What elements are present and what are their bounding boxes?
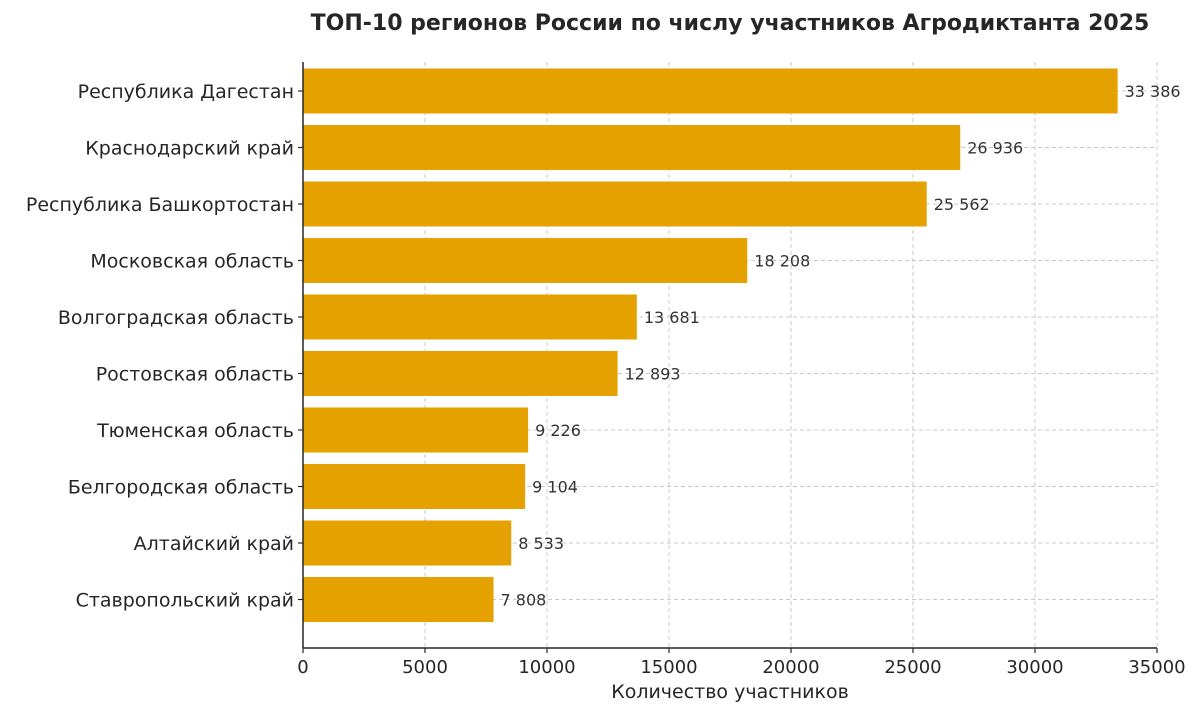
value-label: 9 104 xyxy=(532,478,578,497)
axes xyxy=(298,62,1158,653)
x-tick-label: 20000 xyxy=(762,657,819,678)
bar xyxy=(303,520,512,566)
bar xyxy=(303,181,927,227)
category-label: Республика Дагестан xyxy=(78,81,294,103)
category-label: Алтайский край xyxy=(134,533,294,555)
value-label: 25 562 xyxy=(934,195,990,214)
value-label: 18 208 xyxy=(754,252,810,271)
labels: 33 386 Республика Дагестан 26 936 Краснодар… xyxy=(26,81,1186,678)
value-label: 13 681 xyxy=(644,308,700,327)
bar xyxy=(303,464,526,509)
x-tick-label: 10000 xyxy=(518,657,575,678)
bars xyxy=(303,68,1118,622)
category-label: Республика Башкортостан xyxy=(26,194,294,216)
bar xyxy=(303,125,961,170)
category-label: Ставропольский край xyxy=(76,590,294,612)
category-label: Белгородская область xyxy=(68,477,294,499)
category-label: Московская область xyxy=(90,251,294,273)
value-label: 26 936 xyxy=(967,139,1023,158)
bar xyxy=(303,294,637,340)
value-label: 12 893 xyxy=(625,365,681,384)
category-label: Краснодарский край xyxy=(85,138,294,160)
category-label: Тюменская область xyxy=(96,420,294,442)
bar xyxy=(303,407,529,453)
category-label: Волгоградская область xyxy=(58,307,294,329)
x-tick-label: 5000 xyxy=(402,657,448,678)
x-tick-label: 30000 xyxy=(1006,657,1063,678)
bar xyxy=(303,68,1118,114)
value-label: 33 386 xyxy=(1125,82,1181,101)
value-label: 7 808 xyxy=(501,591,547,610)
bar xyxy=(303,238,748,283)
category-label: Ростовская область xyxy=(96,364,294,386)
value-label: 8 533 xyxy=(518,534,564,553)
x-tick-label: 25000 xyxy=(884,657,941,678)
x-tick-label: 35000 xyxy=(1128,657,1185,678)
x-tick-label: 15000 xyxy=(640,657,697,678)
x-tick-label: 0 xyxy=(297,657,308,678)
bar xyxy=(303,577,494,622)
bar xyxy=(303,351,618,396)
x-axis-label: Количество участников xyxy=(611,681,849,703)
value-label: 9 226 xyxy=(535,421,581,440)
chart-title: ТОП-10 регионов России по числу участник… xyxy=(311,11,1150,36)
